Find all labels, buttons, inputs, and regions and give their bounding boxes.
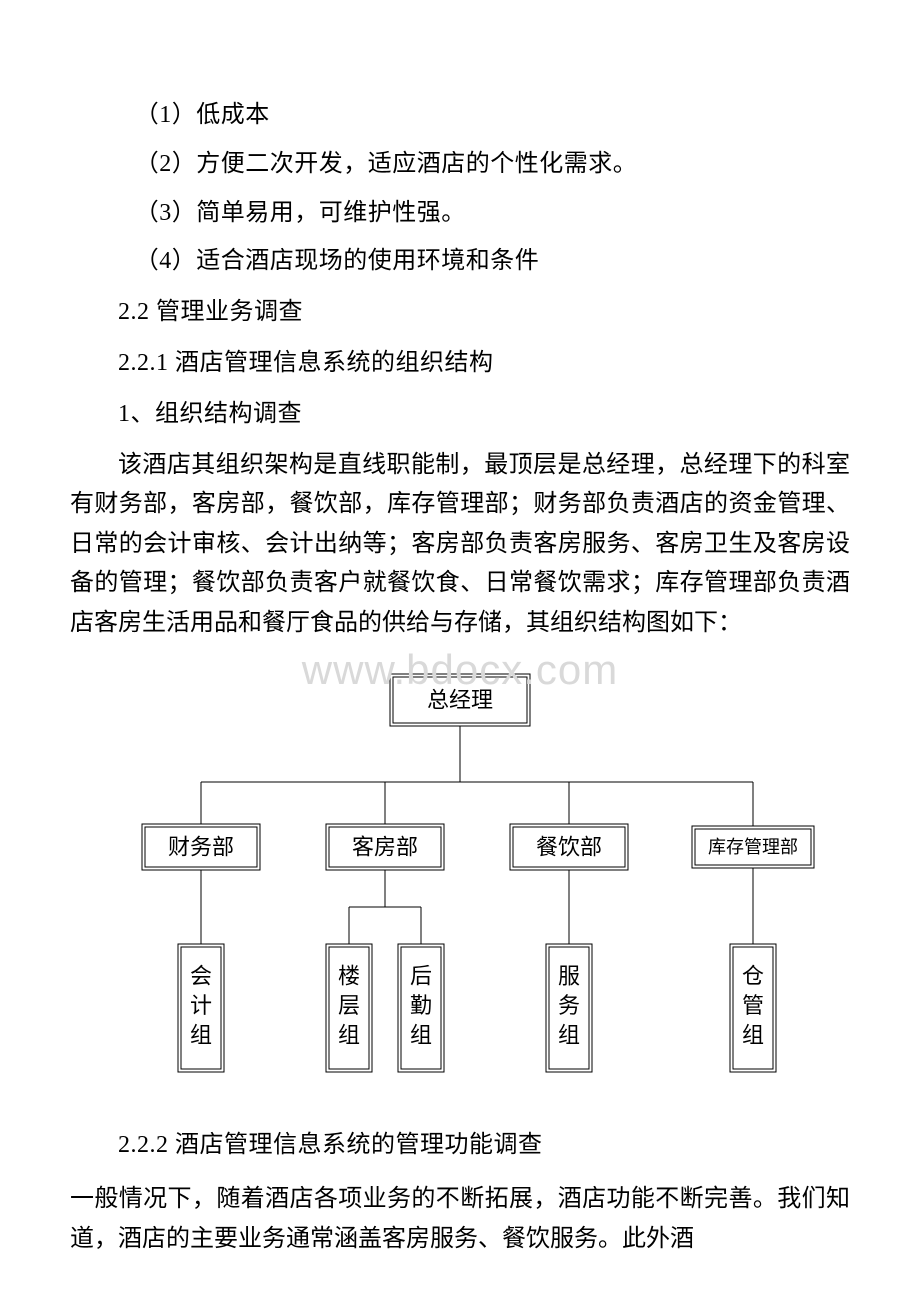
svg-text:总经理: 总经理 [427, 687, 493, 712]
subheading-1: 1、组织结构调查 [70, 391, 850, 438]
svg-text:管: 管 [742, 992, 764, 1017]
svg-text:组: 组 [742, 1022, 764, 1047]
heading-2-2: 2.2 管理业务调查 [70, 289, 850, 336]
bullet-2: （2）方便二次开发，适应酒店的个性化需求。 [70, 141, 850, 188]
svg-text:组: 组 [410, 1022, 432, 1047]
svg-text:餐饮部: 餐饮部 [536, 834, 602, 859]
org-chart: 总经理财务部客房部餐饮部库存管理部会计组楼层组后勤组服务组仓管组 [70, 664, 850, 1094]
svg-text:组: 组 [190, 1022, 212, 1047]
svg-text:勤: 勤 [410, 992, 432, 1017]
page-content: （1）低成本 （2）方便二次开发，适应酒店的个性化需求。 （3）简单易用，可维护… [0, 0, 920, 1260]
paragraph-org-desc: 该酒店其组织架构是直线职能制，最顶层是总经理，总经理下的科室有财务部，客房部，餐… [70, 446, 850, 644]
svg-text:层: 层 [338, 992, 360, 1017]
svg-text:会: 会 [190, 963, 212, 988]
svg-text:计: 计 [190, 992, 212, 1017]
para2-first-line: 一般情况下，随着酒店各项业务的不断拓展，酒店功能不断完善 [70, 1186, 753, 1212]
heading-2-2-1: 2.2.1 酒店管理信息系统的组织结构 [70, 340, 850, 387]
svg-text:组: 组 [338, 1022, 360, 1047]
svg-text:组: 组 [558, 1022, 580, 1047]
svg-text:服: 服 [558, 963, 580, 988]
svg-text:务: 务 [558, 992, 580, 1017]
bullet-3: （3）简单易用，可维护性强。 [70, 190, 850, 237]
svg-text:库存管理部: 库存管理部 [708, 837, 798, 857]
svg-text:客房部: 客房部 [352, 834, 418, 859]
org-chart-container: www.bdocx.com 总经理财务部客房部餐饮部库存管理部会计组楼层组后勤组… [70, 664, 850, 1094]
bullet-4: （4）适合酒店现场的使用环境和条件 [70, 238, 850, 285]
svg-text:仓: 仓 [742, 963, 764, 988]
para1-first-line: 该酒店其组织架构是直线职能制，最顶层是总经理，总经理下的 [118, 452, 802, 478]
bullet-1: （1）低成本 [70, 92, 850, 139]
svg-text:楼: 楼 [338, 963, 360, 988]
heading-2-2-2: 2.2.2 酒店管理信息系统的管理功能调查 [70, 1122, 850, 1169]
paragraph-func-desc: 一般情况下，随着酒店各项业务的不断拓展，酒店功能不断完善。我们知道，酒店的主要业… [70, 1180, 850, 1259]
svg-text:后: 后 [410, 963, 432, 988]
svg-text:财务部: 财务部 [168, 834, 234, 859]
para1-rest: 科室有财务部，客房部，餐饮部，库存管理部；财务部负责酒店的资金管理、日常的会计审… [70, 452, 850, 636]
